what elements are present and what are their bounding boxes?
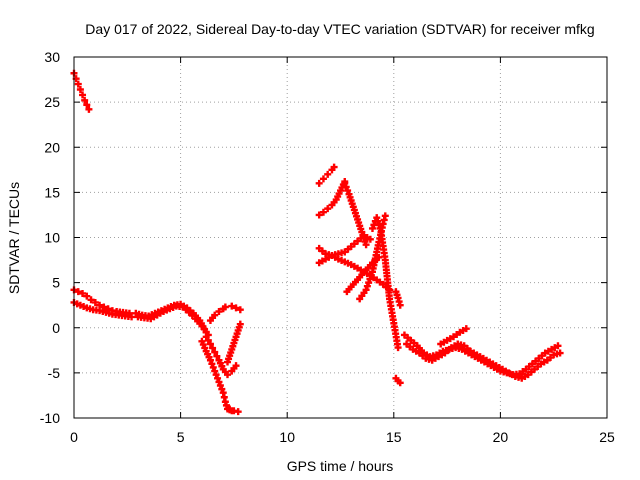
- data-point-arc-4: [215, 378, 223, 386]
- data-point-fill-arc-12: [344, 187, 352, 195]
- plot-frame: [73, 56, 608, 419]
- data-point-fill-arc-16: [367, 271, 375, 279]
- data-point-arc-16: [362, 286, 370, 294]
- x-tick-label: 25: [599, 429, 615, 445]
- data-point-arc-12: [362, 241, 370, 249]
- data-point-arc-5: [224, 371, 232, 379]
- y-tick-label: 5: [52, 275, 60, 291]
- data-point-fill-arc-4: [216, 382, 224, 390]
- data-point-arc-5: [206, 340, 214, 348]
- data-point-arc-11: [315, 211, 323, 219]
- data-point-arc-8: [232, 304, 240, 312]
- data-point-fill-arc-16: [366, 275, 374, 283]
- data-point-arc-6: [221, 303, 229, 311]
- data-point-arc-21: [556, 349, 564, 357]
- data-point-fill-arc-4: [212, 371, 220, 379]
- y-tick-label: 25: [44, 94, 60, 110]
- axis-ticks: 0 5 10 15 20 25 -10 -5 0 5 10 15 20 25 30: [40, 49, 615, 445]
- data-point-arc-1: [74, 80, 82, 88]
- data-point-arc-7: [236, 320, 244, 328]
- grid: [74, 57, 607, 418]
- data-point-arc-10: [315, 179, 323, 187]
- data-point-arc-22: [462, 325, 470, 333]
- data-point-arc-14: [366, 235, 374, 243]
- data-point-fill-arc-4: [209, 363, 217, 371]
- data-point-arc-16: [381, 212, 389, 220]
- y-tick-label: 0: [52, 320, 60, 336]
- data-point-arc-9: [226, 405, 234, 413]
- x-tick-label: 15: [386, 429, 402, 445]
- data-point-arc-20: [554, 342, 562, 350]
- data-point-fill-arc-5: [209, 344, 217, 352]
- x-tick-label: 0: [70, 429, 78, 445]
- y-tick-label: -5: [48, 365, 61, 381]
- data-point-arc-5: [232, 362, 240, 370]
- data-point-arc-1: [79, 91, 87, 99]
- data-point-arc-2: [83, 292, 91, 300]
- data-point-arc-2: [91, 298, 99, 306]
- data-point-arc-2: [87, 296, 95, 304]
- data-point-fill-arc-5: [204, 336, 212, 344]
- y-axis-label: SDTVAR / TECUs: [6, 182, 22, 294]
- data-point-arc-17: [368, 224, 376, 232]
- data-point-arc-1: [76, 85, 84, 93]
- x-axis-label: GPS time / hours: [287, 458, 394, 474]
- data-point-arc-19: [396, 301, 404, 309]
- data-point-arc-1: [85, 105, 93, 113]
- data-point-arc-1: [83, 101, 91, 109]
- data-point-arc-10: [330, 163, 338, 171]
- data-point-arc-2: [79, 289, 87, 297]
- data-point-arc-12: [341, 179, 349, 187]
- y-tick-label: 20: [44, 139, 60, 155]
- data-point-fill-arc-4: [214, 374, 222, 382]
- y-tick-label: 30: [44, 49, 60, 65]
- x-tick-label: 20: [493, 429, 509, 445]
- data-point-fill-arc-12: [342, 183, 350, 191]
- data-point-arc-6: [211, 311, 219, 319]
- data-point-arc-6: [215, 308, 223, 316]
- data-point-fill-arc-4: [208, 360, 216, 368]
- data-point-arc-10: [324, 170, 332, 178]
- x-tick-label: 5: [177, 429, 185, 445]
- data-point-arc-2: [74, 288, 82, 296]
- y-tick-label: 10: [44, 230, 60, 246]
- y-tick-label: -10: [40, 410, 60, 426]
- x-tick-label: 10: [279, 429, 295, 445]
- data-point-arc-18: [396, 379, 404, 387]
- data-point-fill-arc-5: [213, 352, 221, 360]
- data-points: [70, 69, 564, 416]
- data-point-fill-arc-4: [218, 385, 226, 393]
- data-point-arc-5: [202, 333, 210, 341]
- data-point-arc-10: [319, 175, 327, 183]
- data-point-arc-11: [319, 208, 327, 216]
- data-point-arc-8: [236, 306, 244, 314]
- data-point-arc-9: [234, 408, 242, 416]
- chart-title: Day 017 of 2022, Sidereal Day-to-day VTE…: [85, 21, 594, 37]
- data-point-arc-4: [206, 356, 214, 364]
- data-point-arc-4: [211, 367, 219, 375]
- data-point-arc-3: [128, 313, 136, 321]
- data-point-fill-arc-16: [363, 282, 371, 290]
- data-point-arc-17: [394, 344, 402, 352]
- data-point-fill-arc-16: [365, 279, 373, 287]
- data-point-arc-11: [324, 205, 332, 213]
- data-point-arc-5: [211, 348, 219, 356]
- data-point-arc-1: [81, 96, 89, 104]
- y-tick-label: 15: [44, 184, 60, 200]
- data-point-arc-8: [228, 302, 236, 310]
